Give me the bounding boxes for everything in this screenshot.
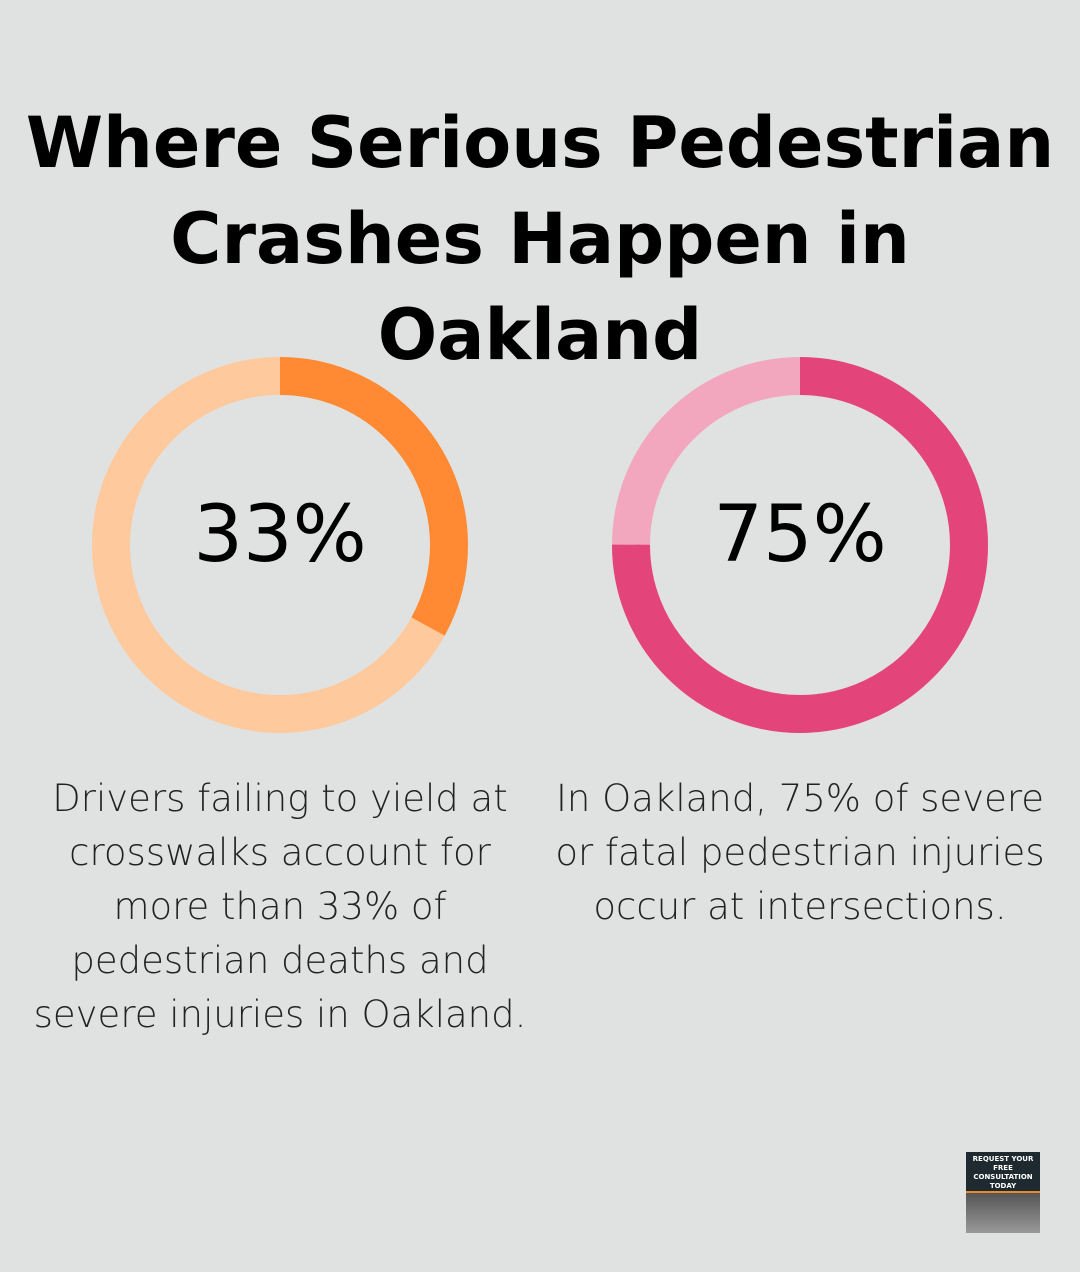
- donut-chart-1: [92, 357, 468, 733]
- consultation-badge[interactable]: REQUEST YOUR FREE CONSULTATION TODAY: [966, 1152, 1040, 1233]
- donut-2-label: 75%: [713, 490, 887, 580]
- donut-1-label: 33%: [193, 490, 367, 580]
- page-title: Where Serious Pedestrian Crashes Happen …: [25, 102, 1055, 376]
- donut-chart-2: [612, 357, 988, 733]
- donut-2-description: In Oakland, 75% of severe or fatal pedes…: [555, 777, 1045, 928]
- donut-1-description: Drivers failing to yield at crosswalks a…: [33, 777, 527, 1036]
- donut-value-arc: [92, 357, 468, 733]
- badge-text: REQUEST YOUR FREE CONSULTATION TODAY: [972, 1155, 1034, 1190]
- donut-value-arc: [612, 357, 988, 733]
- team-photo: [966, 1191, 1040, 1233]
